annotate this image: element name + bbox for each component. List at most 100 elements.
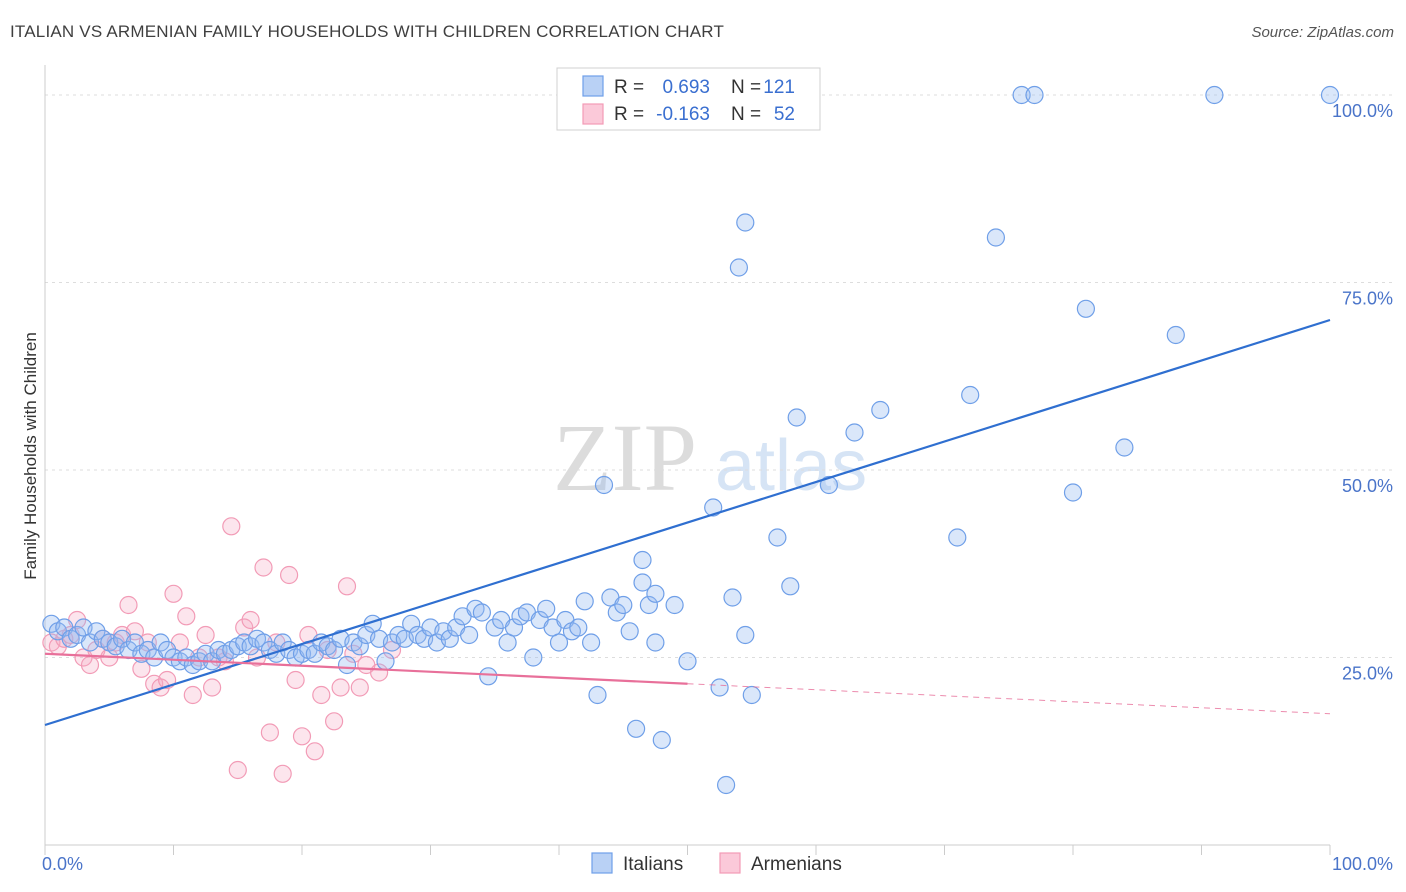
point-italians-103 [723, 588, 742, 607]
point-italians-116 [986, 228, 1006, 247]
point-armenians-22 [183, 685, 202, 705]
point-italians-105 [736, 213, 755, 232]
point-italians-85 [588, 685, 607, 705]
point-italians-17 [151, 633, 170, 652]
point-armenians-39 [292, 727, 312, 746]
point-italians-48 [350, 637, 369, 656]
legend-swatch-armenians [582, 103, 604, 125]
point-armenians-36 [273, 764, 292, 783]
trend-line-extension-armenians [687, 683, 1331, 715]
legend-swatch-italians [582, 75, 604, 97]
point-italians-108 [768, 528, 787, 547]
point-armenians-29 [228, 760, 247, 780]
point-armenians-15 [138, 633, 157, 652]
point-italians-69 [485, 618, 504, 637]
point-italians-113 [871, 400, 890, 420]
point-italians-7 [87, 622, 106, 641]
y-axis-label: Family Households with Children [21, 332, 40, 580]
stats-legend: R = 0.693 N = 121 R = -0.163 N = 52 [556, 67, 821, 131]
x-tick-label-0: 0.0% [42, 854, 83, 874]
grid-lines [45, 94, 1392, 658]
point-italians-65 [460, 625, 479, 645]
point-armenians-42 [312, 685, 331, 705]
watermark-zip: ZIP [553, 404, 697, 511]
point-italians-91 [626, 719, 646, 738]
point-armenians-14 [132, 659, 151, 678]
y-tick-label-3: 100.0% [1332, 101, 1393, 121]
legend-n-label-1: N = [731, 77, 761, 98]
point-italians-98 [665, 595, 684, 615]
legend-r-value-1: 0.693 [662, 77, 710, 98]
point-italians-106 [736, 625, 755, 645]
point-italians-107 [742, 685, 761, 705]
point-italians-114 [948, 528, 967, 547]
point-armenians-21 [177, 607, 196, 626]
y-tick-label-1: 50.0% [1342, 476, 1393, 496]
trend-line-armenians [44, 652, 688, 685]
point-armenians-19 [164, 584, 183, 603]
point-italians-92 [633, 550, 652, 570]
x-tick-label-1: 100.0% [1332, 854, 1393, 874]
point-italians-104 [729, 258, 749, 277]
watermark: ZIP atlas [553, 404, 867, 511]
point-italians-67 [472, 603, 491, 622]
series-legend: Italians Armenians [591, 852, 842, 875]
watermark-atlas: atlas [715, 426, 867, 506]
point-italians-119 [1063, 483, 1083, 502]
point-armenians-48 [350, 678, 369, 697]
point-armenians-12 [119, 595, 138, 615]
point-italians-95 [646, 633, 665, 652]
point-armenians-31 [241, 610, 260, 630]
point-armenians-28 [222, 517, 241, 536]
point-italians-88 [607, 603, 626, 622]
point-italians-120 [1076, 299, 1096, 318]
point-italians-122 [1166, 325, 1185, 345]
point-armenians-44 [325, 712, 344, 731]
point-armenians-38 [286, 670, 305, 690]
point-armenians-34 [260, 723, 279, 742]
point-italians-62 [440, 629, 459, 648]
chart-title: ITALIAN VS ARMENIAN FAMILY HOUSEHOLDS WI… [10, 22, 725, 41]
bottom-legend-armenians: Armenians [751, 854, 842, 875]
legend-r-value-2: -0.163 [656, 104, 710, 125]
point-armenians-37 [280, 565, 299, 585]
legend-n-value-2: 52 [774, 104, 795, 125]
point-armenians-25 [203, 678, 222, 697]
point-italians-110 [787, 408, 806, 427]
point-italians-77 [537, 599, 556, 618]
point-italians-75 [524, 648, 543, 667]
point-armenians-33 [254, 558, 273, 577]
legend-r-label-1: R = [614, 77, 644, 98]
point-italians-111 [819, 475, 839, 495]
point-italians-118 [1025, 85, 1044, 105]
point-italians-90 [620, 622, 639, 641]
point-italians-109 [781, 577, 800, 596]
point-italians-89 [614, 595, 633, 615]
point-italians-96 [646, 584, 665, 603]
point-italians-115 [961, 385, 980, 405]
point-italians-44 [325, 640, 344, 660]
trend-lines [44, 318, 1331, 727]
point-armenians-30 [235, 618, 254, 637]
point-italians-56 [402, 614, 421, 633]
point-armenians-51 [382, 640, 402, 660]
point-italians-83 [575, 592, 594, 611]
point-italians-99 [678, 652, 697, 671]
y-tick-label-0: 25.0% [1342, 664, 1393, 684]
point-italians-94 [639, 595, 659, 615]
point-italians-123 [1205, 85, 1224, 105]
legend-n-value-1: 121 [763, 77, 795, 98]
point-armenians-46 [337, 577, 357, 596]
point-italians-101 [710, 678, 729, 697]
tick-labels: 25.0% 50.0% 75.0% 100.0% 0.0% 100.0% [42, 101, 1393, 874]
point-italians-82 [569, 618, 588, 637]
bottom-legend-swatch-armenians [719, 852, 741, 874]
point-italians-124 [1320, 85, 1340, 105]
bottom-legend-italians: Italians [623, 854, 683, 875]
point-italians-52 [376, 652, 395, 671]
trend-line-italians [44, 318, 1331, 727]
point-italians-97 [652, 730, 671, 750]
point-italians-112 [845, 423, 864, 442]
point-italians-117 [1012, 85, 1031, 105]
